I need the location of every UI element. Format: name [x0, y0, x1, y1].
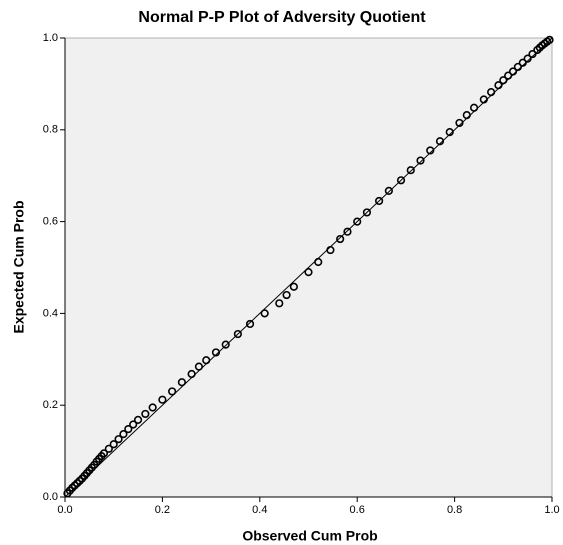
x-tick-label: 0.6: [350, 504, 365, 516]
point: [221, 340, 230, 349]
point: [129, 420, 138, 429]
y-tick-label: 0.2: [43, 399, 58, 411]
reference-line: [64, 37, 553, 498]
point: [487, 88, 496, 97]
y-tick-label: 1.0: [43, 32, 58, 44]
point: [177, 378, 186, 387]
point: [499, 76, 508, 85]
point: [245, 319, 255, 329]
point: [362, 208, 372, 217]
point: [455, 118, 464, 128]
point: [513, 62, 523, 72]
point: [99, 449, 109, 458]
point: [545, 35, 554, 44]
point: [353, 217, 362, 226]
point: [168, 387, 177, 396]
point: [326, 245, 335, 255]
point: [494, 81, 503, 90]
point: [416, 156, 425, 165]
point: [260, 309, 269, 318]
x-tick-label: 0.2: [155, 504, 170, 516]
point: [445, 127, 454, 137]
point: [114, 435, 123, 444]
y-tick-label: 0.4: [43, 307, 58, 319]
point: [275, 299, 284, 308]
x-tick-label: 0.8: [447, 504, 462, 516]
point: [435, 137, 445, 146]
point: [426, 146, 435, 155]
chart-title: Normal P-P Plot of Adversity Quotient: [138, 9, 426, 26]
point: [282, 290, 291, 300]
point: [504, 71, 513, 80]
point: [528, 49, 537, 59]
point: [148, 403, 157, 412]
point: [187, 369, 196, 379]
point: [304, 267, 313, 277]
point: [336, 234, 345, 244]
x-tick-label: 0.0: [57, 504, 72, 516]
point: [523, 54, 532, 63]
y-tick-label: 0.0: [43, 491, 58, 503]
point: [508, 67, 518, 76]
point: [375, 196, 384, 206]
y-tick-label: 0.8: [43, 124, 58, 136]
point: [343, 227, 352, 236]
point: [124, 424, 133, 434]
point: [469, 103, 479, 112]
point: [384, 186, 393, 195]
point: [314, 257, 323, 267]
point: [133, 415, 143, 424]
y-tick-label: 0.6: [43, 216, 58, 228]
x-tick-label: 1.0: [544, 504, 559, 516]
point: [104, 444, 113, 453]
point: [233, 329, 242, 339]
point: [396, 176, 406, 185]
point: [462, 111, 471, 120]
x-axis-title: Observed Cum Prob: [242, 528, 377, 544]
point: [202, 356, 211, 365]
point: [194, 362, 204, 371]
point: [406, 166, 415, 175]
point: [289, 282, 298, 291]
point: [479, 95, 488, 104]
point: [158, 395, 167, 404]
point: [518, 58, 527, 67]
point: [211, 348, 221, 357]
point: [141, 409, 150, 419]
point: [109, 440, 118, 449]
y-axis-title: Expected Cum Prob: [11, 200, 27, 333]
x-tick-label: 0.4: [252, 504, 267, 516]
point: [119, 430, 128, 439]
